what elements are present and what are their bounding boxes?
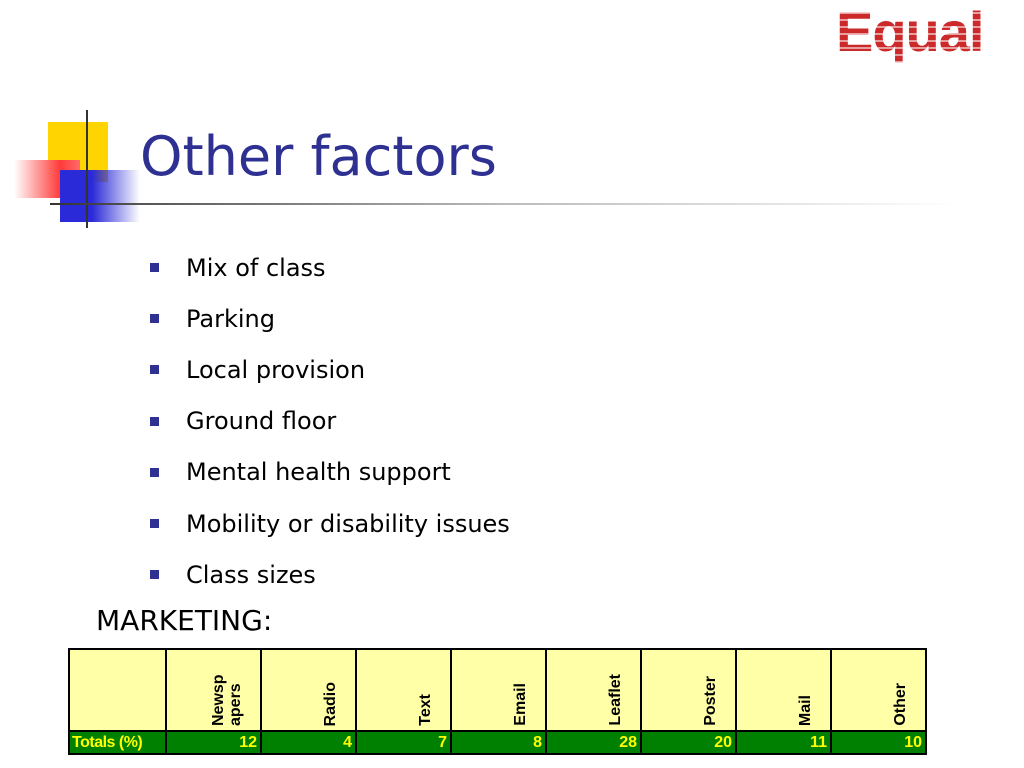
- column-label: Other: [892, 683, 909, 726]
- table-cell: 8: [450, 730, 547, 755]
- table-column-header: Newsp apers: [165, 648, 262, 732]
- marketing-heading: MARKETING:: [96, 604, 273, 637]
- table-cell: 7: [355, 730, 452, 755]
- title-decoration-vertical-line: [86, 110, 88, 228]
- column-label: Text: [417, 694, 434, 726]
- column-label: Leaflet: [607, 674, 624, 726]
- bullet-text: Local provision: [186, 355, 366, 384]
- bullet-item: Class sizes: [150, 549, 510, 600]
- table-column-header: Mail: [735, 648, 832, 732]
- table-column-header: Leaflet: [545, 648, 642, 732]
- table-cell: 28: [545, 730, 642, 755]
- table-column-header: Radio: [260, 648, 357, 732]
- marketing-table: Newsp apers Radio Text Email Leaflet Pos…: [68, 648, 927, 755]
- bullet-item: Local provision: [150, 344, 510, 395]
- bullet-text: Mobility or disability issues: [186, 509, 510, 538]
- bullet-square-icon: [150, 519, 159, 529]
- column-label: Mail: [797, 694, 814, 726]
- bullet-square-icon: [150, 570, 159, 580]
- bullet-square-icon: [150, 263, 159, 273]
- column-label: Radio: [322, 681, 339, 726]
- slide-title: Other factors: [140, 125, 497, 188]
- bullet-item: Ground floor: [150, 396, 510, 447]
- bullet-text: Mental health support: [186, 458, 451, 487]
- row-label: Totals (%): [68, 730, 167, 755]
- bullet-text: Mix of class: [186, 253, 326, 282]
- table-row: Totals (%) 12 4 7 8 28 20 11 10: [68, 730, 927, 755]
- table-header-row: Newsp apers Radio Text Email Leaflet Pos…: [68, 648, 927, 732]
- table-column-header: Text: [355, 648, 452, 732]
- bullet-item: Parking: [150, 293, 510, 344]
- bullet-text: Ground floor: [186, 407, 337, 436]
- column-label: Email: [512, 683, 529, 726]
- table-cell: 11: [735, 730, 832, 755]
- bullet-item: Mobility or disability issues: [150, 498, 510, 549]
- title-underline: [50, 203, 960, 205]
- table-cell: 4: [260, 730, 357, 755]
- table-corner-cell: [68, 648, 167, 732]
- bullet-square-icon: [150, 416, 159, 426]
- column-label: Newsp apers: [210, 674, 244, 726]
- column-label: Poster: [702, 676, 719, 726]
- table-column-header: Poster: [640, 648, 737, 732]
- table-column-header: Other: [830, 648, 927, 732]
- bullet-square-icon: [150, 314, 159, 324]
- title-decoration-blue: [60, 170, 140, 222]
- table-column-header: Email: [450, 648, 547, 732]
- bullet-square-icon: [150, 467, 159, 477]
- bullet-list: Mix of class Parking Local provision Gro…: [150, 242, 510, 600]
- bullet-text: Parking: [186, 304, 275, 333]
- bullet-square-icon: [150, 365, 159, 375]
- bullet-item: Mix of class: [150, 242, 510, 293]
- table-cell: 10: [830, 730, 927, 755]
- bullet-item: Mental health support: [150, 447, 510, 498]
- table-cell: 12: [165, 730, 262, 755]
- table-cell: 20: [640, 730, 737, 755]
- bullet-text: Class sizes: [186, 560, 316, 589]
- equal-logo: Equal: [836, 0, 984, 63]
